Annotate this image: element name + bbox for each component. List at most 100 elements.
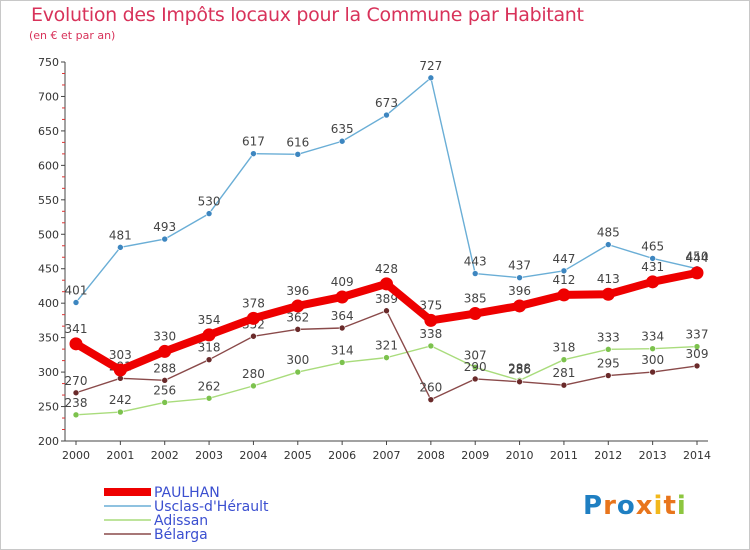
data-label-adissan: 333: [597, 330, 620, 344]
data-label-paulhan: 330: [153, 329, 176, 343]
data-point-adissan: [161, 399, 169, 406]
data-point-adissan: [383, 354, 390, 361]
data-label-adissan: 256: [153, 383, 176, 397]
data-point-usclas-d-h-rault: [604, 241, 612, 248]
y-tick-label: 200: [38, 435, 59, 448]
data-label-paulhan: 409: [331, 275, 354, 289]
data-label-usclas-d-h-rault: 443: [464, 255, 487, 269]
data-point-b-larga: [604, 372, 612, 379]
data-point-adissan: [560, 356, 568, 363]
x-tick-label: 2013: [639, 449, 667, 462]
data-label-b-larga: 281: [552, 366, 575, 380]
y-tick-label: 250: [38, 401, 59, 414]
legend-label-b-larga: Bélarga: [154, 527, 208, 543]
data-point-b-larga: [161, 377, 169, 384]
data-point-paulhan: [690, 266, 704, 280]
y-tick-label: 650: [38, 125, 59, 138]
data-label-adissan: 262: [198, 379, 221, 393]
data-label-paulhan: 396: [286, 284, 309, 298]
legend-label-paulhan: PAULHAN: [154, 485, 220, 501]
data-label-usclas-d-h-rault: 673: [375, 96, 398, 110]
data-label-usclas-d-h-rault: 727: [419, 59, 442, 73]
data-point-paulhan: [291, 299, 305, 313]
data-point-adissan: [117, 408, 124, 416]
data-point-usclas-d-h-rault: [294, 151, 302, 158]
data-point-adissan: [471, 363, 479, 371]
x-tick-label: 2001: [106, 449, 134, 462]
data-label-usclas-d-h-rault: 493: [153, 220, 176, 234]
data-label-adissan: 288: [508, 361, 531, 375]
data-label-b-larga: 318: [198, 341, 221, 355]
data-point-usclas-d-h-rault: [471, 270, 479, 277]
data-label-paulhan: 413: [597, 272, 620, 286]
data-label-usclas-d-h-rault: 635: [331, 122, 354, 136]
data-label-paulhan: 412: [552, 273, 575, 287]
data-label-adissan: 338: [419, 327, 442, 341]
data-label-b-larga: 260: [419, 381, 442, 395]
data-point-paulhan: [557, 288, 571, 302]
data-point-paulhan: [424, 313, 438, 327]
data-point-adissan: [72, 411, 80, 419]
data-label-paulhan: 385: [464, 292, 487, 306]
data-point-usclas-d-h-rault: [427, 74, 435, 82]
data-label-adissan: 334: [641, 330, 664, 344]
data-point-usclas-d-h-rault: [161, 235, 169, 243]
data-point-usclas-d-h-rault: [383, 111, 390, 119]
data-point-paulhan: [202, 328, 216, 342]
x-tick-label: 2009: [461, 449, 489, 462]
data-point-paulhan: [601, 287, 615, 301]
x-tick-label: 2000: [62, 449, 90, 462]
logo-letter: r: [603, 491, 617, 521]
data-label-paulhan: 341: [65, 322, 88, 336]
data-label-usclas-d-h-rault: 401: [65, 283, 88, 297]
data-point-adissan: [250, 382, 257, 390]
data-label-adissan: 242: [109, 393, 132, 407]
data-label-adissan: 300: [286, 353, 309, 367]
data-label-adissan: 307: [464, 348, 487, 362]
data-point-adissan: [693, 343, 701, 350]
data-label-usclas-d-h-rault: 447: [552, 252, 575, 266]
data-label-usclas-d-h-rault: 450: [686, 250, 709, 264]
data-label-b-larga: 309: [686, 347, 709, 361]
y-tick-label: 450: [38, 263, 59, 276]
data-point-adissan: [338, 359, 346, 366]
data-point-usclas-d-h-rault: [117, 244, 124, 251]
logo-letter: P: [583, 491, 604, 521]
data-label-b-larga: 288: [153, 361, 176, 375]
data-point-usclas-d-h-rault: [516, 274, 523, 281]
data-point-paulhan: [646, 275, 660, 289]
x-tick-label: 2012: [594, 449, 622, 462]
data-point-paulhan: [335, 290, 349, 304]
data-label-paulhan: 428: [375, 262, 398, 276]
x-tick-label: 2003: [195, 449, 223, 462]
data-label-paulhan: 431: [641, 260, 664, 274]
data-point-usclas-d-h-rault: [338, 137, 346, 145]
x-tick-label: 2004: [239, 449, 267, 462]
x-tick-label: 2007: [373, 449, 401, 462]
x-tick-label: 2011: [550, 449, 578, 462]
logo-letter: o: [616, 491, 636, 521]
data-point-paulhan: [513, 299, 527, 313]
x-tick-label: 2014: [683, 449, 711, 462]
data-point-b-larga: [471, 375, 479, 383]
data-label-b-larga: 286: [508, 363, 531, 377]
y-tick-label: 700: [38, 90, 59, 103]
data-point-paulhan: [158, 344, 172, 358]
y-tick-label: 300: [38, 366, 59, 379]
data-point-b-larga: [427, 396, 435, 403]
data-label-b-larga: 290: [464, 360, 487, 374]
data-point-b-larga: [338, 324, 346, 332]
data-label-adissan: 280: [242, 367, 265, 381]
data-label-usclas-d-h-rault: 465: [641, 239, 664, 253]
x-tick-label: 2006: [328, 449, 356, 462]
data-point-paulhan: [246, 311, 260, 325]
data-label-usclas-d-h-rault: 530: [198, 195, 221, 209]
data-point-adissan: [649, 345, 656, 352]
data-label-b-larga: 295: [597, 357, 620, 371]
data-label-paulhan: 354: [198, 313, 221, 327]
data-label-adissan: 318: [552, 341, 575, 355]
chart-subtitle: (en € et par an): [29, 29, 116, 42]
data-point-b-larga: [516, 378, 523, 386]
logo-letter: t: [663, 491, 677, 521]
